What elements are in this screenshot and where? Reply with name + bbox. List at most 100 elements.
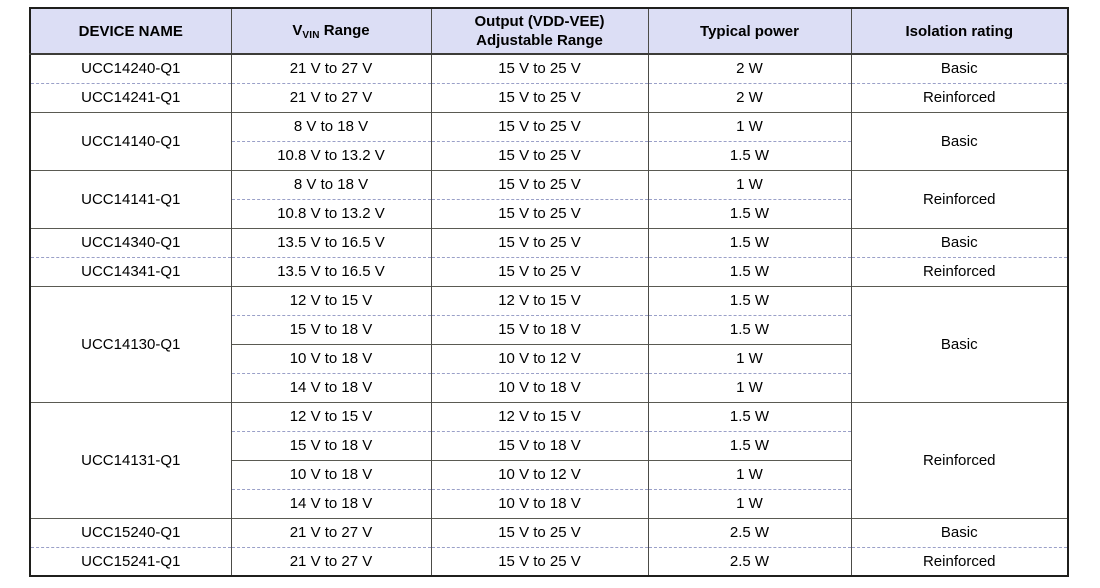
vin-range-cell: 8 V to 18 V <box>230 112 432 141</box>
vin-range-word: Range <box>319 21 370 39</box>
vin-range-cell: 10 V to 18 V <box>230 460 432 489</box>
output-range-cell: 15 V to 18 V <box>430 431 649 460</box>
output-range-cell: 15 V to 25 V <box>430 83 649 112</box>
device-name-cell: UCC14131-Q1 <box>29 402 232 518</box>
typical-power-cell: 1.5 W <box>647 257 852 286</box>
typical-power-cell: 2.5 W <box>647 518 852 547</box>
output-range-cell: 15 V to 18 V <box>430 315 649 344</box>
output-range-cell: 15 V to 25 V <box>430 112 649 141</box>
table-row: UCC15240-Q1 21 V to 27 V 15 V to 25 V 2.5 W… <box>29 518 1069 547</box>
col-header-vin-range: VVIN Range <box>230 8 432 54</box>
device-name-cell: UCC14240-Q1 <box>29 54 232 83</box>
vin-range-cell: 10.8 V to 13.2 V <box>230 141 432 170</box>
typical-power-cell: 1.5 W <box>647 431 852 460</box>
output-header-line1: Output (VDD-VEE) <box>474 13 605 30</box>
output-range-cell: 15 V to 25 V <box>430 54 649 83</box>
vin-range-cell: 14 V to 18 V <box>230 489 432 518</box>
typical-power-cell: 2.5 W <box>647 547 852 576</box>
vin-range-cell: 21 V to 27 V <box>230 54 432 83</box>
typical-power-cell: 1.5 W <box>647 199 852 228</box>
vin-range-cell: 21 V to 27 V <box>230 83 432 112</box>
vin-range-cell: 15 V to 18 V <box>230 431 432 460</box>
table-row: UCC14130-Q1 12 V to 15 V 12 V to 15 V 1.5 W… <box>29 286 1069 402</box>
vin-range-cell: 14 V to 18 V <box>230 373 432 402</box>
device-name-cell: UCC14140-Q1 <box>29 112 232 170</box>
device-name-cell: UCC14241-Q1 <box>29 83 232 112</box>
typical-power-cell: 1.5 W <box>647 141 852 170</box>
output-range-cell: 10 V to 12 V <box>430 460 649 489</box>
output-range-cell: 12 V to 15 V <box>430 286 649 315</box>
device-name-cell: UCC14141-Q1 <box>29 170 232 228</box>
typical-power-cell: 1.5 W <box>647 402 852 431</box>
typical-power-cell: 2 W <box>647 83 852 112</box>
device-name-cell: UCC15240-Q1 <box>29 518 232 547</box>
isolation-rating-cell: Basic <box>850 54 1069 83</box>
table-row: 10.8 V to 13.2 V 15 V to 25 V 1.5 W <box>30 141 1068 170</box>
isolation-rating-cell: Basic <box>850 286 1069 402</box>
table-row: UCC14131-Q1 12 V to 15 V 12 V to 15 V 1.5 W… <box>29 402 1069 518</box>
isolation-rating-cell: Basic <box>850 228 1069 257</box>
typical-power-cell: 1 W <box>647 373 852 402</box>
output-range-cell: 12 V to 15 V <box>430 402 649 431</box>
device-name-cell: UCC14341-Q1 <box>29 257 232 286</box>
output-range-cell: 15 V to 25 V <box>430 170 649 199</box>
typical-power-cell: 1.5 W <box>647 315 852 344</box>
typical-power-cell: 1.5 W <box>647 286 852 315</box>
col-header-output-range: Output (VDD-VEE) Adjustable Range <box>430 8 649 54</box>
vin-range-cell: 21 V to 27 V <box>230 518 432 547</box>
output-range-cell: 15 V to 25 V <box>430 518 649 547</box>
output-range-cell: 10 V to 18 V <box>430 489 649 518</box>
table-row: UCC15241-Q1 21 V to 27 V 15 V to 25 V 2.5 W… <box>29 547 1069 576</box>
isolation-rating-cell: Reinforced <box>850 257 1069 286</box>
isolation-rating-cell: Reinforced <box>850 402 1069 518</box>
col-header-typical-power: Typical power <box>647 8 852 54</box>
isolation-rating-cell: Basic <box>850 518 1069 547</box>
vin-range-cell: 10 V to 18 V <box>230 344 432 373</box>
output-range-cell: 15 V to 25 V <box>430 257 649 286</box>
output-range-cell: 15 V to 25 V <box>430 547 649 576</box>
device-name-cell: UCC14130-Q1 <box>29 286 232 402</box>
isolation-rating-cell: Reinforced <box>850 83 1069 112</box>
device-name-cell: UCC15241-Q1 <box>29 547 232 576</box>
isolation-rating-cell: Reinforced <box>850 170 1069 228</box>
col-header-device-name: DEVICE NAME <box>29 8 232 54</box>
table-row: 15 V to 18 V 15 V to 18 V 1.5 W <box>30 431 1068 460</box>
vin-range-cell: 10.8 V to 13.2 V <box>230 199 432 228</box>
isolation-rating-cell: Basic <box>850 112 1069 170</box>
vin-range-cell: 15 V to 18 V <box>230 315 432 344</box>
table-row: 15 V to 18 V 15 V to 18 V 1.5 W <box>30 315 1068 344</box>
vin-range-cell: 13.5 V to 16.5 V <box>230 257 432 286</box>
typical-power-cell: 1 W <box>647 344 852 373</box>
device-comparison-table: DEVICE NAME VVIN Range Output (VDD-VEE) … <box>29 7 1069 577</box>
output-header-line2: Adjustable Range <box>476 32 603 49</box>
vin-range-cell: 12 V to 15 V <box>230 286 432 315</box>
table-row: 10.8 V to 13.2 V 15 V to 25 V 1.5 W <box>30 199 1068 228</box>
vin-subscript: VIN <box>302 29 320 41</box>
typical-power-cell: 2 W <box>647 54 852 83</box>
isolation-rating-cell: Reinforced <box>850 547 1069 576</box>
output-range-cell: 10 V to 12 V <box>430 344 649 373</box>
vin-range-cell: 8 V to 18 V <box>230 170 432 199</box>
typical-power-cell: 1 W <box>647 112 852 141</box>
typical-power-cell: 1 W <box>647 460 852 489</box>
typical-power-cell: 1 W <box>647 170 852 199</box>
output-range-cell: 15 V to 25 V <box>430 141 649 170</box>
vin-range-cell: 13.5 V to 16.5 V <box>230 228 432 257</box>
typical-power-cell: 1.5 W <box>647 228 852 257</box>
device-spec-table-container: DEVICE NAME VVIN Range Output (VDD-VEE) … <box>29 7 1069 577</box>
vin-range-cell: 12 V to 15 V <box>230 402 432 431</box>
output-range-cell: 15 V to 25 V <box>430 199 649 228</box>
col-header-isolation-rating: Isolation rating <box>850 8 1069 54</box>
device-name-cell: UCC14340-Q1 <box>29 228 232 257</box>
typical-power-cell: 1 W <box>647 489 852 518</box>
